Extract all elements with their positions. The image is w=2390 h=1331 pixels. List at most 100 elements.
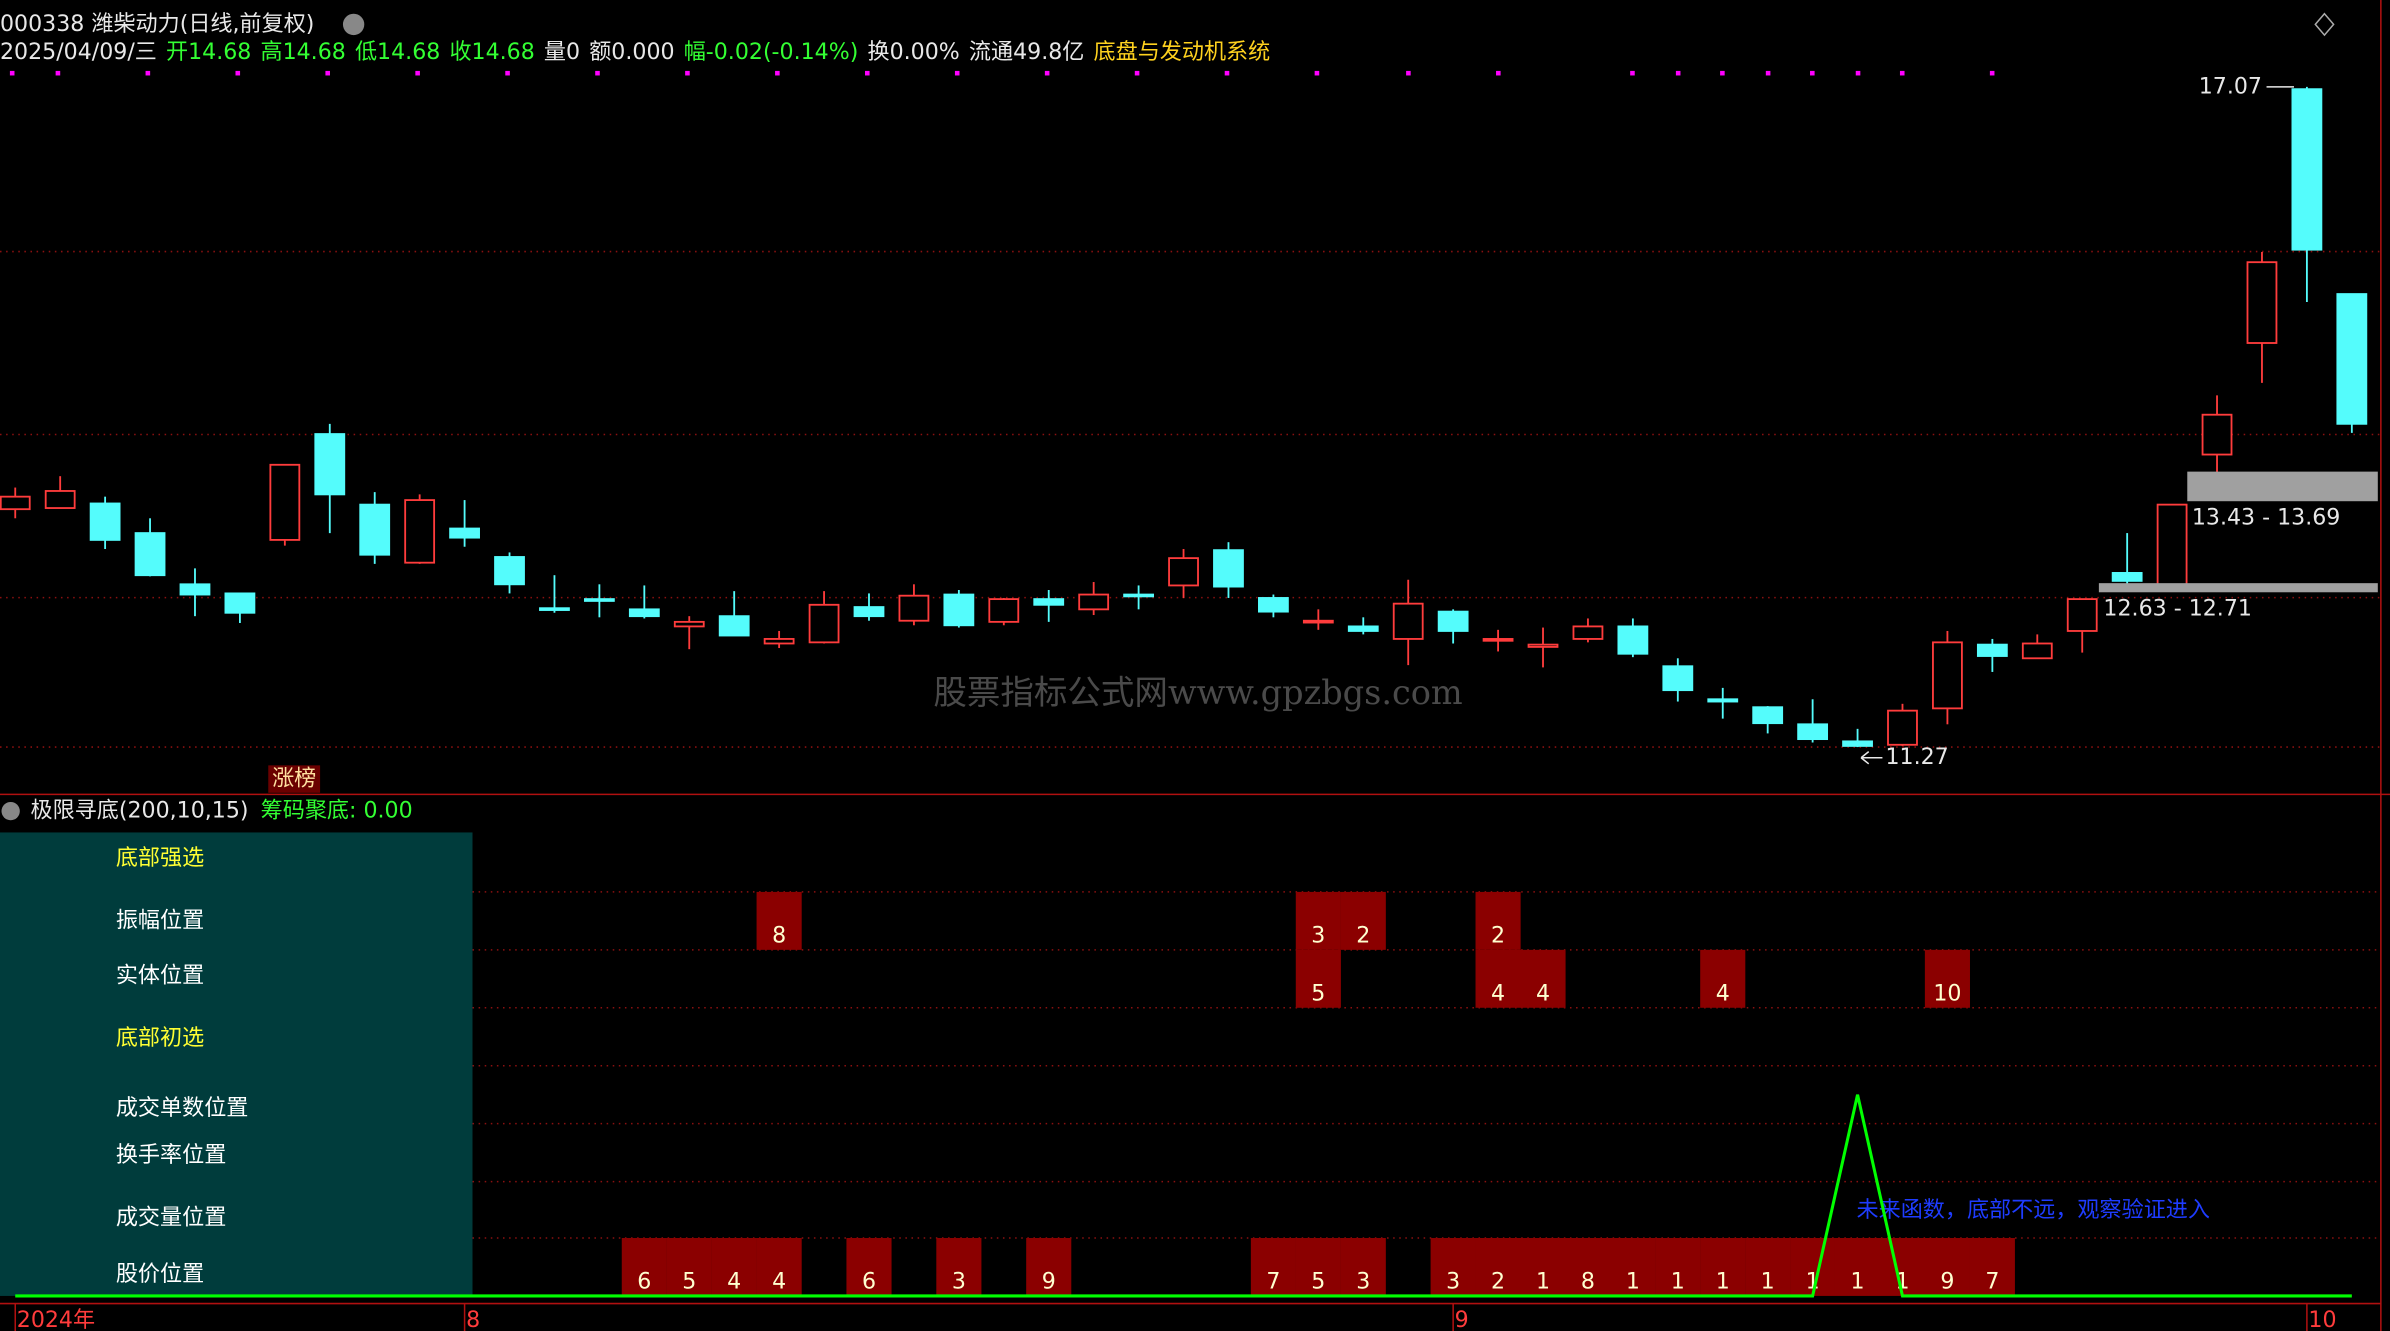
cell-value: 5 [682, 1269, 696, 1295]
signal-cell [1295, 891, 1341, 950]
cell-value: 4 [1536, 981, 1550, 1007]
marker-dot [775, 70, 780, 76]
candle-body [1392, 602, 1424, 640]
cell-value: 3 [1311, 923, 1325, 949]
quote-item: 幅-0.02(-0.14%) [684, 38, 859, 64]
quote-item: 额0.000 [589, 38, 674, 64]
signal-cell [1430, 1237, 1476, 1296]
signal-cell [711, 1237, 757, 1296]
row-label: 实体位置 [116, 962, 204, 988]
signal-cell [846, 1237, 892, 1296]
candle-body [808, 603, 840, 644]
candle-body [1482, 638, 1514, 642]
signal-cell [936, 1237, 982, 1296]
candle-body [1213, 549, 1244, 588]
signal-cell [1475, 1237, 1521, 1296]
candle-body [1752, 706, 1784, 725]
candle-body [2021, 642, 2053, 660]
cell-value: 4 [1716, 981, 1730, 1007]
cell-value: 2 [1491, 1269, 1505, 1295]
candle-body [1258, 597, 1289, 613]
cell-value: 6 [862, 1269, 876, 1295]
candle-body [2246, 261, 2278, 344]
cell-value: 4 [1491, 981, 1505, 1007]
plot: 13.43 - 13.69 12.63 - 12.71 17.07 11.27 2024… [0, 70, 2378, 1331]
diamond-icon[interactable] [2314, 12, 2335, 37]
cell-value: 1 [1626, 1269, 1640, 1295]
candle-body [718, 615, 750, 637]
candle-body [89, 502, 121, 541]
zone-label: 12.63 - 12.71 [2103, 596, 2252, 622]
candle-body [2156, 503, 2188, 588]
candle-body [1887, 709, 1918, 746]
candle-body [583, 598, 615, 602]
quote-item: 量0 [544, 38, 580, 64]
candle-body [44, 490, 76, 509]
signal-cell [1475, 891, 1521, 950]
candle-body [1707, 698, 1739, 703]
quote-item: 底盘与发动机系统 [1094, 38, 1271, 64]
marker-dot [865, 70, 870, 76]
marker-dot [1855, 70, 1861, 76]
candle-body [494, 556, 525, 586]
cell-value: 1 [1716, 1269, 1730, 1295]
quote-item: 2025/04/09/三 [0, 38, 157, 64]
candle-body [2291, 88, 2323, 251]
candle-body [2111, 572, 2143, 582]
marker-dot [505, 70, 510, 76]
signal-cell [1790, 1237, 1836, 1296]
cell-value: 9 [1940, 1269, 1954, 1295]
candle-body [2066, 598, 2098, 632]
x-tick-label: 8 [466, 1307, 480, 1331]
candle-body [1347, 625, 1379, 632]
signal-cell [666, 1237, 712, 1296]
row-label: 成交量位置 [116, 1205, 226, 1231]
signal-cell [1655, 1237, 1701, 1296]
row-label: 换手率位置 [116, 1142, 226, 1168]
price-grid [0, 250, 2381, 748]
candle-body [1437, 610, 1469, 632]
candle-body [763, 638, 795, 645]
menu-icon[interactable] [342, 13, 365, 36]
watermark: 股票指标公式网www.gpzbgs.com [933, 673, 1462, 712]
candle-body [898, 594, 930, 622]
quote-item: 高14.68 [260, 38, 345, 64]
cell-value: 7 [1985, 1269, 1999, 1295]
candle-body [1662, 665, 1694, 692]
row-label: 股价位置 [116, 1261, 204, 1287]
quote-item: 流通49.8亿 [969, 38, 1084, 64]
indicator-menu-icon[interactable] [1, 801, 20, 821]
candle-body [0, 495, 31, 511]
cell-value: 5 [1311, 1269, 1325, 1295]
signal-cell [1250, 1237, 1296, 1296]
candle-body [179, 583, 211, 596]
label-panel [0, 832, 473, 1296]
x-tick-label: 9 [1455, 1307, 1469, 1331]
x-tick-label: 10 [2308, 1307, 2336, 1331]
candle-body [1168, 557, 1199, 587]
price-zone [2187, 471, 2378, 502]
marker-dot [1224, 70, 1230, 76]
signal-cell [1969, 1237, 2015, 1296]
zone-label: 13.43 - 13.69 [2192, 504, 2341, 530]
marker-dot [1630, 70, 1635, 76]
signal-cell [1610, 1237, 1656, 1296]
low-arrow [1860, 751, 1883, 765]
high-label: 17.07 [2199, 73, 2262, 99]
cell-value: 8 [1581, 1269, 1595, 1295]
candle-body [988, 598, 1020, 623]
signal-cell [621, 1237, 667, 1296]
candle-body [628, 608, 660, 618]
candle-body [673, 620, 705, 628]
signal-cell [1026, 1237, 1072, 1296]
signal-cell [1475, 949, 1521, 1008]
candle-body [1078, 593, 1110, 611]
cell-value: 2 [1491, 923, 1505, 949]
candle-body [449, 527, 480, 539]
cell-value: 5 [1311, 981, 1325, 1007]
candle-body [1976, 643, 2008, 657]
marker-dot [1314, 70, 1320, 76]
cell-value: 1 [1851, 1269, 1865, 1295]
